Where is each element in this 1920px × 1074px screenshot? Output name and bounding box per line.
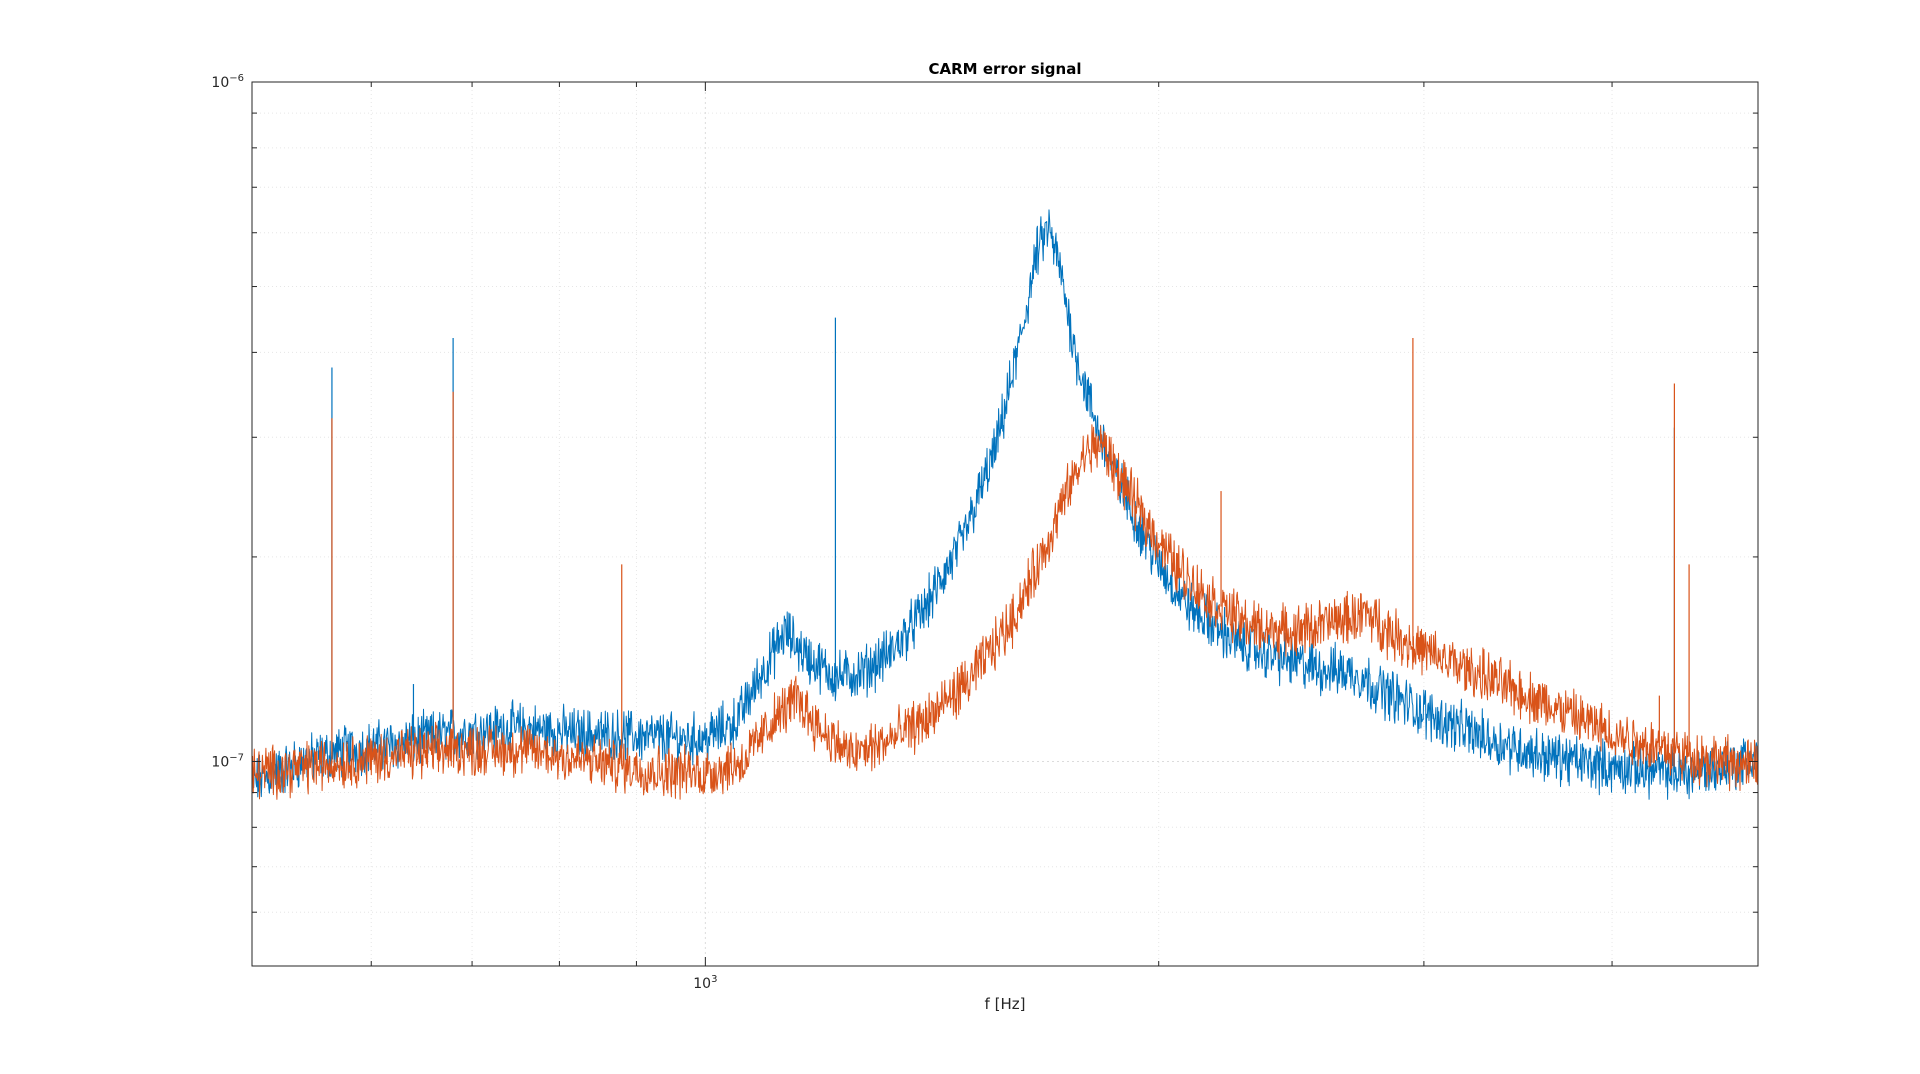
series-layer bbox=[252, 209, 1758, 800]
chart-title: CARM error signal bbox=[929, 60, 1082, 78]
x-tick-label: 103 bbox=[693, 974, 717, 992]
series-line-1 bbox=[252, 209, 1758, 800]
x-tick-label-base: 10 bbox=[693, 976, 711, 992]
plot-area bbox=[252, 82, 1758, 966]
y-tick-label: 10−6 bbox=[211, 73, 244, 91]
y-tick-label-base: 10 bbox=[211, 754, 229, 770]
axis-ticks bbox=[251, 81, 1759, 967]
x-axis-label: f [Hz] bbox=[985, 995, 1026, 1013]
series-line-2 bbox=[252, 424, 1758, 800]
grid bbox=[252, 82, 1758, 966]
y-tick-label-exponent: −6 bbox=[229, 73, 244, 84]
y-tick-label-exponent: −7 bbox=[229, 752, 244, 763]
y-tick-label-base: 10 bbox=[211, 75, 229, 91]
x-tick-label-exponent: 3 bbox=[711, 974, 717, 985]
plot-frame bbox=[251, 81, 1759, 967]
y-tick-label: 10−7 bbox=[211, 752, 244, 770]
